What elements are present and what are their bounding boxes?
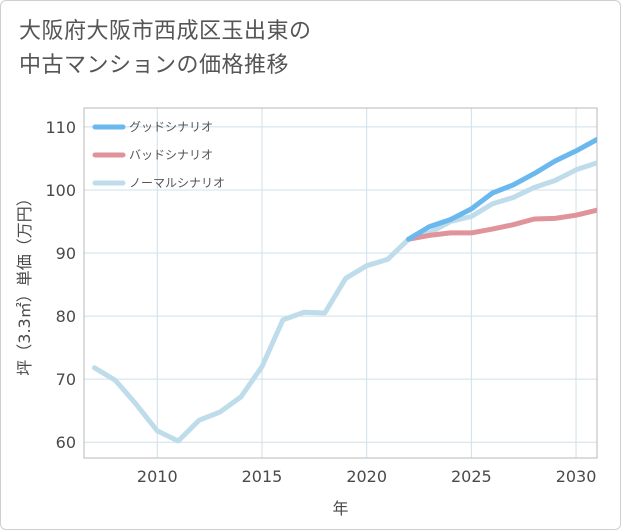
x-tick-label: 2010	[137, 467, 178, 486]
series-lines	[92, 137, 597, 444]
legend-label: グッドシナリオ	[129, 120, 213, 134]
series-line-0	[406, 137, 597, 242]
x-tick-label: 2015	[242, 467, 283, 486]
chart-title: 大阪府大阪市西成区玉出東の 中古マンションの価格推移	[19, 15, 419, 83]
series-line-1	[406, 207, 597, 242]
y-tick-label: 110	[45, 118, 76, 137]
x-axis-label: 年	[332, 499, 348, 518]
y-tick-label: 80	[56, 307, 76, 326]
x-tick-label: 2030	[556, 467, 597, 486]
chart-title-line-2: 中古マンションの価格推移	[19, 53, 290, 78]
y-tick-labels: 60 70 80 90 100 110	[45, 118, 76, 452]
chart-title-line-1: 大阪府大阪市西成区玉出東の	[19, 19, 312, 44]
y-tick-label: 90	[56, 244, 76, 263]
y-tick-label: 70	[56, 370, 76, 389]
x-tick-label: 2020	[346, 467, 387, 486]
y-axis-label: 坪（3.3㎡）単価（万円）	[15, 190, 34, 375]
x-tick-label: 2025	[451, 467, 492, 486]
grid-lines	[84, 108, 597, 458]
legend-label: ノーマルシナリオ	[129, 176, 225, 190]
plot-area-frame	[83, 107, 598, 459]
x-tick-labels: 2010 2015 2020 2025 2030	[137, 467, 596, 486]
y-tick-label: 60	[56, 433, 76, 452]
legend-label: バッドシナリオ	[129, 148, 213, 162]
series-line-2	[92, 160, 597, 444]
y-tick-label: 100	[45, 181, 76, 200]
